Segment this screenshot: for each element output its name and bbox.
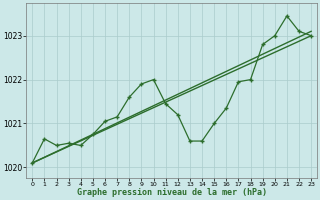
X-axis label: Graphe pression niveau de la mer (hPa): Graphe pression niveau de la mer (hPa)	[77, 188, 267, 197]
